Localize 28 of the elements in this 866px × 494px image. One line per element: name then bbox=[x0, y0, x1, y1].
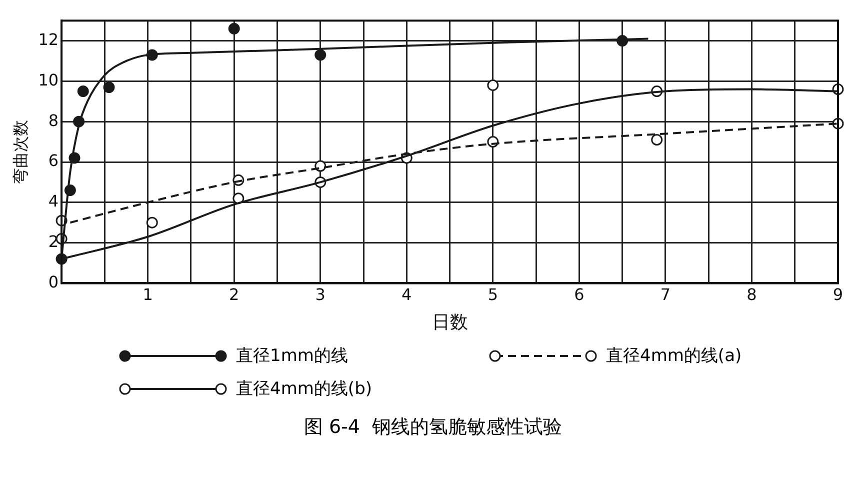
y-tick-label: 6 bbox=[48, 151, 59, 170]
x-tick-label: 2 bbox=[229, 284, 240, 304]
legend-label: 直径4mm的线(b) bbox=[236, 378, 372, 400]
point bbox=[77, 86, 89, 98]
legend-label: 直径1mm的线 bbox=[236, 345, 348, 367]
x-tick-label: 1 bbox=[142, 284, 153, 304]
y-tick-label: 4 bbox=[48, 192, 59, 211]
point bbox=[228, 22, 240, 34]
x-axis-title: 日数 bbox=[432, 312, 468, 333]
y-tick-label: 10 bbox=[38, 70, 59, 90]
point bbox=[314, 49, 326, 61]
y-tick-label: 8 bbox=[48, 110, 59, 130]
x-tick-label: 5 bbox=[488, 284, 498, 304]
x-tick-label: 3 bbox=[315, 284, 326, 304]
point bbox=[487, 79, 499, 91]
y-tick-label: 12 bbox=[38, 30, 59, 49]
x-tick-label: 9 bbox=[832, 284, 844, 304]
point bbox=[103, 82, 115, 94]
point bbox=[146, 216, 158, 228]
x-tick-label: 4 bbox=[402, 284, 412, 304]
text: 图 6-4 钢线的氢脆敏感性试验 bbox=[302, 415, 564, 440]
x-tick-label: 6 bbox=[574, 284, 584, 304]
x-tick-label: 7 bbox=[660, 284, 671, 304]
y-axis-title: 弯曲次数 bbox=[10, 120, 30, 184]
y-tick-label: 0 bbox=[48, 272, 59, 292]
x-tick-label: 8 bbox=[746, 284, 757, 304]
point bbox=[651, 134, 663, 146]
legend-label: 直径4mm的线(a) bbox=[606, 345, 742, 367]
